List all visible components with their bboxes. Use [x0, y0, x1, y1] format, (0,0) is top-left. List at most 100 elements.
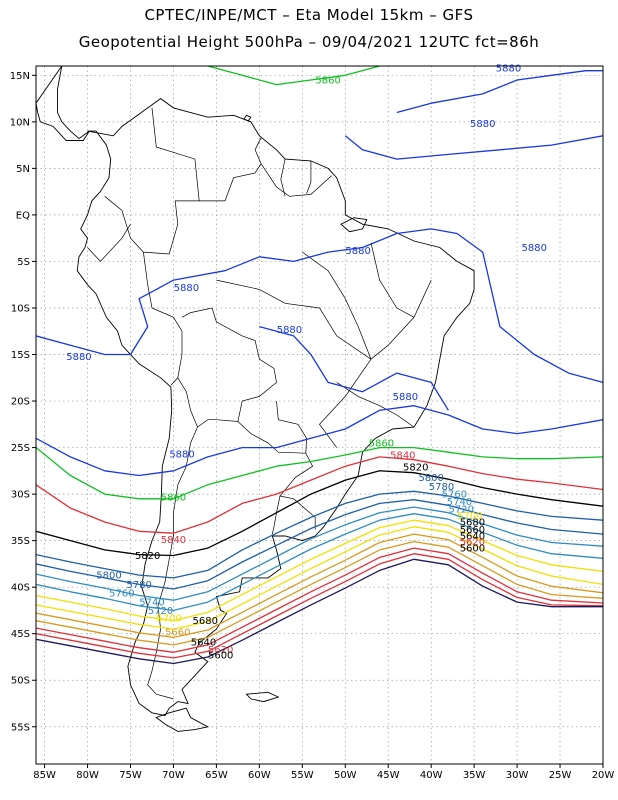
chart-subtitle: Geopotential Height 500hPa – 09/04/2021 …: [78, 33, 540, 51]
country-border: [143, 252, 183, 386]
lon-tick-label: 60W: [248, 770, 271, 781]
lon-tick-label: 40W: [420, 770, 443, 781]
contour-5880: [36, 405, 603, 477]
contour-label: 5680: [193, 616, 218, 627]
contour-label: 5660: [165, 627, 190, 638]
lat-tick-label: 5S: [17, 257, 30, 268]
lon-tick-label: 30W: [506, 770, 529, 781]
contour-5640: [36, 547, 603, 653]
contour-5660: [36, 540, 603, 646]
contour-5820: [36, 470, 603, 557]
lat-tick-label: 25S: [11, 443, 30, 454]
contour-label: 5740: [447, 497, 472, 508]
contour-label: 5620: [208, 645, 233, 656]
contour-5860: [207, 66, 380, 86]
lat-tick-label: 50S: [11, 676, 30, 687]
coastline: [36, 66, 90, 141]
contour-5880: [259, 325, 449, 411]
country-border: [336, 382, 415, 428]
lon-tick-label: 75W: [119, 770, 142, 781]
contour-label: 5820: [135, 551, 160, 562]
contour-5800: [36, 490, 603, 579]
contour-label: 5860: [315, 75, 340, 86]
contour-label: 5880: [393, 392, 418, 403]
contour-5880: [396, 70, 603, 114]
lat-tick-label: EQ: [16, 210, 30, 221]
country-borders: [87, 107, 432, 700]
contour-5860: [36, 446, 603, 500]
contour-label: 5660: [460, 525, 485, 536]
contour-label: 5740: [139, 598, 164, 609]
contour-label: 5840: [161, 535, 186, 546]
contour-label: 5880: [470, 119, 495, 130]
coastline: [76, 98, 475, 717]
lon-tick-label: 35W: [463, 770, 486, 781]
country-border: [147, 426, 198, 700]
country-border: [306, 160, 312, 194]
lon-tick-label: 85W: [33, 770, 56, 781]
lat-tick-label: 35S: [11, 536, 30, 547]
contour-5760: [36, 506, 603, 601]
contour-label: 5860: [369, 438, 394, 449]
contour-5780: [36, 499, 603, 590]
geopotential-contours: [36, 66, 603, 665]
coastline: [155, 707, 210, 732]
contour-label: 5840: [390, 451, 415, 462]
contour-5740: [36, 513, 603, 612]
contour-label: 5620: [460, 537, 485, 548]
lat-tick-label: 15N: [10, 71, 30, 82]
country-border: [199, 137, 262, 202]
country-border: [271, 495, 281, 535]
country-border: [237, 400, 307, 454]
contour-5720: [36, 519, 603, 622]
contour-label: 5700: [457, 511, 482, 522]
contour-label: 5700: [156, 613, 181, 624]
contour-label: 5880: [277, 325, 302, 336]
country-border: [260, 163, 332, 197]
country-border: [87, 224, 131, 262]
contour-label: 5880: [522, 243, 547, 254]
contour-5620: [36, 553, 603, 659]
contour-label: 5800: [418, 473, 443, 484]
contour-5700: [36, 526, 603, 630]
contour-label: 5760: [109, 588, 134, 599]
contour-label: 5880: [174, 283, 199, 294]
contour-label: 5680: [460, 518, 485, 529]
lat-tick-label: 20S: [11, 397, 30, 408]
coastline: [245, 691, 280, 703]
coastlines: [36, 66, 475, 732]
chart-title: CPTEC/INPE/MCT – Eta Model 15km – GFS: [144, 6, 474, 24]
contour-labels: 5880 5860 5880 5880 5880 5880 5880 5880 5880 5860…: [66, 63, 547, 661]
lat-tick-label: 40S: [11, 583, 30, 594]
axis-ticks: 85W 80W 75W 70W 65W 60W 55W 50W 45W 40W 35W 30W 25W 2…: [10, 71, 615, 781]
lon-tick-label: 55W: [291, 770, 314, 781]
contour-label: 5780: [126, 580, 151, 591]
contour-5600: [36, 558, 603, 665]
contour-5840: [36, 456, 603, 534]
lon-tick-label: 65W: [205, 770, 228, 781]
contour-5880: [36, 228, 603, 384]
contour-5880: [344, 135, 603, 160]
contour-label: 5600: [460, 544, 485, 555]
lon-tick-label: 50W: [334, 770, 357, 781]
contour-label: 5760: [442, 490, 467, 501]
lat-tick-label: 30S: [11, 490, 30, 501]
contour-label: 5600: [208, 651, 233, 662]
contour-label: 5720: [449, 504, 474, 515]
contour-label: 5860: [161, 492, 186, 503]
country-border: [370, 242, 415, 318]
graticule: [36, 66, 604, 764]
country-border: [104, 107, 200, 255]
country-border: [177, 307, 277, 428]
coastline: [243, 114, 252, 122]
lon-tick-label: 70W: [162, 770, 185, 781]
coastline: [340, 217, 368, 233]
lon-tick-label: 20W: [592, 770, 615, 781]
contour-label: 5880: [345, 246, 370, 257]
contour-label: 5800: [96, 571, 121, 582]
contour-label: 5820: [403, 463, 428, 474]
contour-label: 5880: [169, 450, 194, 461]
contour-label: 5640: [460, 531, 485, 542]
lat-tick-label: 10N: [10, 117, 30, 128]
